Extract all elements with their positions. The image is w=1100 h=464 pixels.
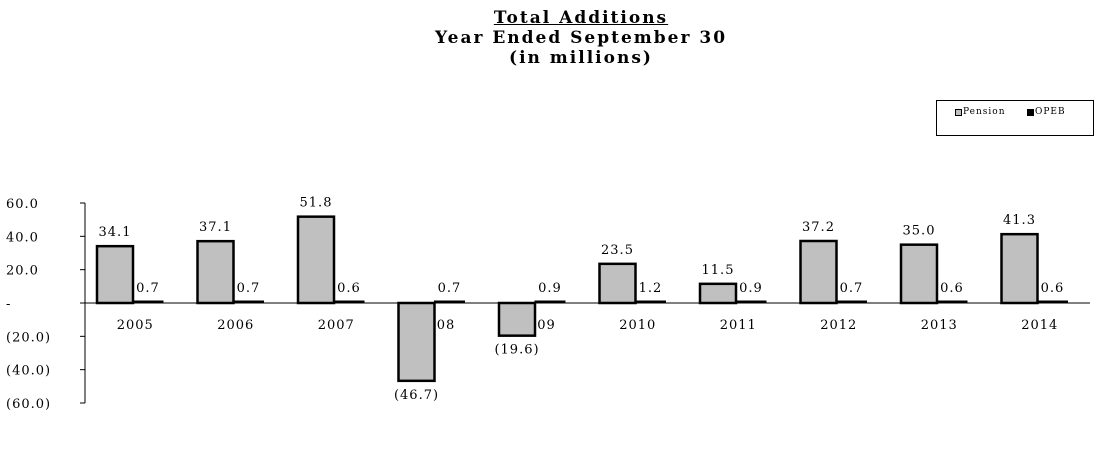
legend-label-pension: Pension [963,107,1006,117]
bar-opeb [133,301,163,303]
bar-opeb [435,301,465,303]
y-tick-label: 20.0 [6,264,39,279]
x-tick-label: 2011 [720,318,757,333]
data-label-opeb: 0.7 [136,281,160,296]
bar-pension [901,245,937,303]
data-label-opeb: 0.9 [739,281,763,296]
bar-pension [97,246,133,303]
legend-item-opeb: OPEB [1027,107,1066,117]
y-tick-label: (40.0) [6,364,51,379]
data-label-pension: 51.8 [300,196,333,211]
data-label-opeb: 0.7 [438,281,462,296]
data-label-opeb: 0.7 [840,281,864,296]
y-tick-label: (60.0) [6,397,51,412]
y-tick-label: 60.0 [6,197,39,212]
data-label-pension: 34.1 [99,225,132,240]
x-tick-label: 2007 [318,318,355,333]
data-label-opeb: 0.9 [538,281,562,296]
y-tick-label: (20.0) [6,330,51,345]
y-tick-label: - [6,297,11,312]
data-label-pension: 41.3 [1003,213,1036,228]
data-label-opeb: 1.2 [639,281,663,296]
bar-opeb [1038,301,1068,303]
x-tick-label: 2010 [619,318,656,333]
data-label-opeb: 0.7 [237,281,261,296]
bar-pension [700,284,736,303]
y-tick-label: 40.0 [6,230,39,245]
bar-opeb [535,301,565,303]
legend-label-opeb: OPEB [1035,107,1066,117]
data-label-pension: 23.5 [601,243,634,258]
x-tick-label: 2006 [217,318,254,333]
bar-opeb [837,301,867,303]
data-label-pension: 11.5 [702,263,735,278]
bar-pension [399,303,435,381]
bar-pension [198,241,234,303]
bar-pension [298,217,334,303]
x-tick-label: 2005 [117,318,154,333]
x-tick-label: 2013 [921,318,958,333]
data-label-pension: (46.7) [394,388,439,403]
bar-opeb [636,301,666,303]
data-label-opeb: 0.6 [1041,281,1065,296]
bar-opeb [736,301,766,303]
legend: Pension OPEB [936,100,1094,136]
data-label-pension: 35.0 [903,224,936,239]
bar-opeb [937,301,967,303]
bar-opeb [234,301,264,303]
legend-swatch-pension [955,109,962,116]
data-label-pension: (19.6) [494,343,539,358]
bar-pension [801,241,837,303]
x-tick-label: 2014 [1021,318,1058,333]
bar-opeb [334,301,364,303]
legend-swatch-opeb [1027,109,1034,116]
bar-pension [499,303,535,336]
data-label-opeb: 0.6 [940,281,964,296]
data-label-pension: 37.1 [199,220,232,235]
data-label-opeb: 0.6 [337,281,361,296]
x-tick-label: 2012 [820,318,857,333]
bar-pension [1002,234,1038,303]
legend-item-pension: Pension [955,107,1006,117]
bar-pension [600,264,636,303]
data-label-pension: 37.2 [802,220,835,235]
